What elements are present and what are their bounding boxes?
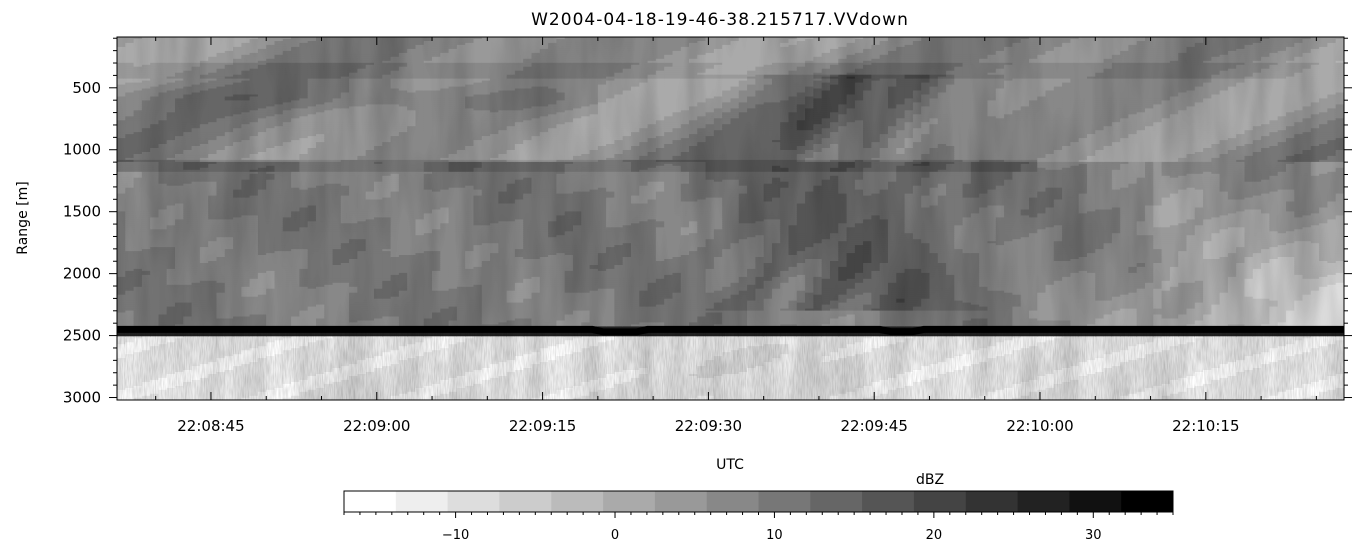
chart-title: W2004-04-18-19-46-38.215717.VVdown [531, 10, 909, 30]
plot-area [117, 37, 1344, 400]
